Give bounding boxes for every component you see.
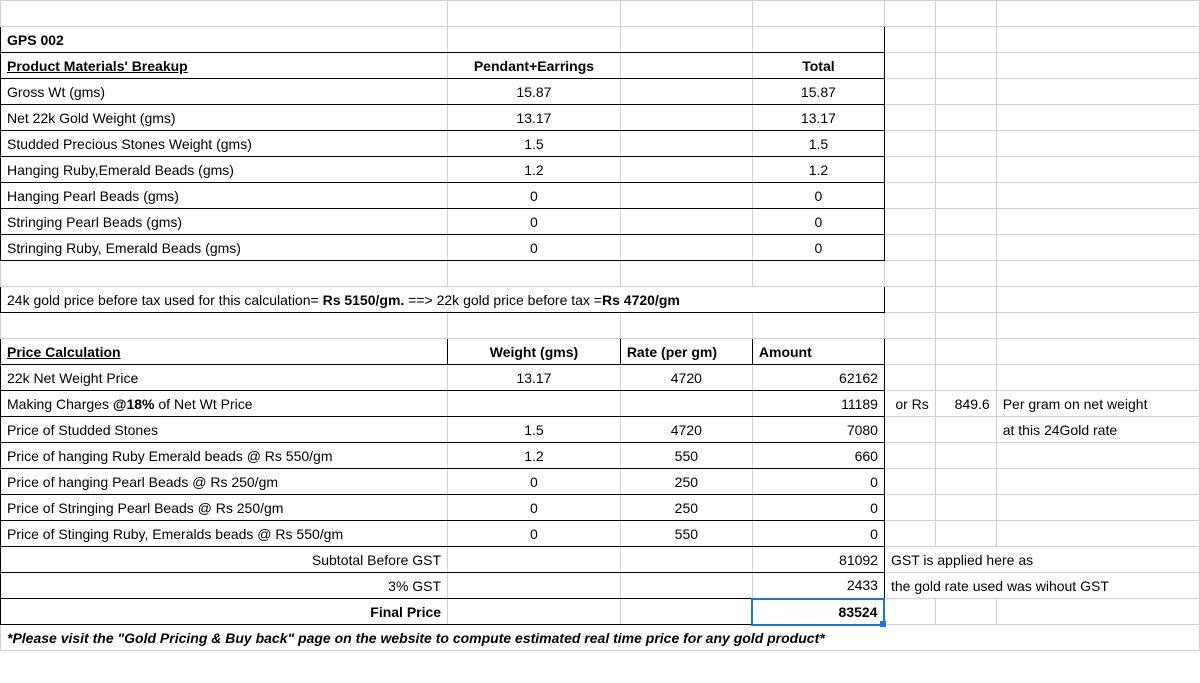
row-total: 0 xyxy=(752,235,884,261)
row-weight: 0 xyxy=(448,495,621,521)
row-weight: 1.2 xyxy=(448,443,621,469)
final-price-row[interactable]: Final Price 83524 xyxy=(1,599,1200,625)
row-amount: 11189 xyxy=(752,391,884,417)
gst-row[interactable]: 3% GST 2433 the gold rate used was wihou… xyxy=(1,573,1200,599)
making-note-or: or Rs xyxy=(884,391,935,417)
gst-amount: 2433 xyxy=(752,573,884,599)
row-label: Hanging Ruby,Emerald Beads (gms) xyxy=(1,157,448,183)
making-note-rate-value: 849.6 xyxy=(935,391,996,417)
row-pe: 0 xyxy=(448,209,621,235)
row-rate: 550 xyxy=(620,521,752,547)
materials-header-pe: Pendant+Earrings xyxy=(448,53,621,79)
row-label: Price of hanging Ruby Emerald beads @ Rs… xyxy=(1,443,448,469)
final-price-amount[interactable]: 83524 xyxy=(752,599,884,625)
subtotal-amount: 81092 xyxy=(752,547,884,573)
price-calc-weight: Weight (gms) xyxy=(448,339,621,365)
row-rate: 250 xyxy=(620,495,752,521)
row-rate: 250 xyxy=(620,469,752,495)
row-weight: 1.5 xyxy=(448,417,621,443)
row-rate: 4720 xyxy=(620,417,752,443)
row-label: Stringing Pearl Beads (gms) xyxy=(1,209,448,235)
table-row[interactable]: Price of Studded Stones 1.5 4720 7080 at… xyxy=(1,417,1200,443)
row-label: Gross Wt (gms) xyxy=(1,79,448,105)
spreadsheet-grid[interactable]: GPS 002 Product Materials' Breakup Penda… xyxy=(0,0,1200,651)
materials-header-label: Product Materials' Breakup xyxy=(1,53,448,79)
table-row[interactable]: Price of hanging Ruby Emerald beads @ Rs… xyxy=(1,443,1200,469)
table-row[interactable]: Stringing Ruby, Emerald Beads (gms) 0 0 xyxy=(1,235,1200,261)
row-weight xyxy=(448,391,621,417)
gold-price-note: 24k gold price before tax used for this … xyxy=(1,287,885,313)
row-rate xyxy=(620,391,752,417)
product-code[interactable]: GPS 002 xyxy=(1,27,448,53)
row-label: 22k Net Weight Price xyxy=(1,365,448,391)
row-amount: 660 xyxy=(752,443,884,469)
price-calc-header-row[interactable]: Price Calculation Weight (gms) Rate (per… xyxy=(1,339,1200,365)
empty-row[interactable] xyxy=(1,1,1200,27)
gst-note-1: GST is applied here as xyxy=(884,547,1199,573)
price-calc-amount: Amount xyxy=(752,339,884,365)
making-note-gold-rate: at this 24Gold rate xyxy=(996,417,1199,443)
table-row[interactable]: Price of Stinging Ruby, Emeralds beads @… xyxy=(1,521,1200,547)
row-label: Price of Stringing Pearl Beads @ Rs 250/… xyxy=(1,495,448,521)
row-label: Hanging Pearl Beads (gms) xyxy=(1,183,448,209)
making-note-per-gram: Per gram on net weight xyxy=(996,391,1199,417)
table-row[interactable]: Price of hanging Pearl Beads @ Rs 250/gm… xyxy=(1,469,1200,495)
row-rate: 550 xyxy=(620,443,752,469)
row-amount: 7080 xyxy=(752,417,884,443)
row-label: Price of Stinging Ruby, Emeralds beads @… xyxy=(1,521,448,547)
table-row[interactable]: 22k Net Weight Price 13.17 4720 62162 xyxy=(1,365,1200,391)
row-total: 0 xyxy=(752,183,884,209)
row-total: 15.87 xyxy=(752,79,884,105)
subtotal-row[interactable]: Subtotal Before GST 81092 GST is applied… xyxy=(1,547,1200,573)
row-pe: 1.5 xyxy=(448,131,621,157)
table-row[interactable]: Price of Stringing Pearl Beads @ Rs 250/… xyxy=(1,495,1200,521)
row-weight: 13.17 xyxy=(448,365,621,391)
row-label: Stringing Ruby, Emerald Beads (gms) xyxy=(1,235,448,261)
materials-header-row[interactable]: Product Materials' Breakup Pendant+Earri… xyxy=(1,53,1200,79)
empty-row[interactable] xyxy=(1,313,1200,339)
row-pe: 0 xyxy=(448,183,621,209)
row-total: 13.17 xyxy=(752,105,884,131)
row-pe: 13.17 xyxy=(448,105,621,131)
row-weight: 0 xyxy=(448,469,621,495)
table-row[interactable]: Making Charges @18% of Net Wt Price 1118… xyxy=(1,391,1200,417)
footer-note: *Please visit the "Gold Pricing & Buy ba… xyxy=(1,625,1200,651)
title-row[interactable]: GPS 002 xyxy=(1,27,1200,53)
subtotal-label: Subtotal Before GST xyxy=(1,547,448,573)
table-row[interactable]: Net 22k Gold Weight (gms) 13.17 13.17 xyxy=(1,105,1200,131)
price-calc-label: Price Calculation xyxy=(1,339,448,365)
table-row[interactable]: Studded Precious Stones Weight (gms) 1.5… xyxy=(1,131,1200,157)
row-pe: 1.2 xyxy=(448,157,621,183)
row-total: 0 xyxy=(752,209,884,235)
gold-price-note-row[interactable]: 24k gold price before tax used for this … xyxy=(1,287,1200,313)
table-row[interactable]: Gross Wt (gms) 15.87 15.87 xyxy=(1,79,1200,105)
gst-label: 3% GST xyxy=(1,573,448,599)
row-weight: 0 xyxy=(448,521,621,547)
row-pe: 0 xyxy=(448,235,621,261)
row-amount: 62162 xyxy=(752,365,884,391)
table-row[interactable]: Hanging Pearl Beads (gms) 0 0 xyxy=(1,183,1200,209)
row-amount: 0 xyxy=(752,495,884,521)
materials-header-total: Total xyxy=(752,53,884,79)
table-row[interactable]: Hanging Ruby,Emerald Beads (gms) 1.2 1.2 xyxy=(1,157,1200,183)
row-label: Price of Studded Stones xyxy=(1,417,448,443)
row-label: Price of hanging Pearl Beads @ Rs 250/gm xyxy=(1,469,448,495)
row-amount: 0 xyxy=(752,521,884,547)
row-label: Making Charges @18% of Net Wt Price xyxy=(1,391,448,417)
row-total: 1.2 xyxy=(752,157,884,183)
row-total: 1.5 xyxy=(752,131,884,157)
row-amount: 0 xyxy=(752,469,884,495)
row-rate: 4720 xyxy=(620,365,752,391)
empty-row[interactable] xyxy=(1,261,1200,287)
gst-note-2: the gold rate used was wihout GST xyxy=(884,573,1199,599)
row-label: Net 22k Gold Weight (gms) xyxy=(1,105,448,131)
table-row[interactable]: Stringing Pearl Beads (gms) 0 0 xyxy=(1,209,1200,235)
price-calc-rate: Rate (per gm) xyxy=(620,339,752,365)
row-label: Studded Precious Stones Weight (gms) xyxy=(1,131,448,157)
final-price-label: Final Price xyxy=(1,599,448,625)
row-pe: 15.87 xyxy=(448,79,621,105)
footer-note-row[interactable]: *Please visit the "Gold Pricing & Buy ba… xyxy=(1,625,1200,651)
